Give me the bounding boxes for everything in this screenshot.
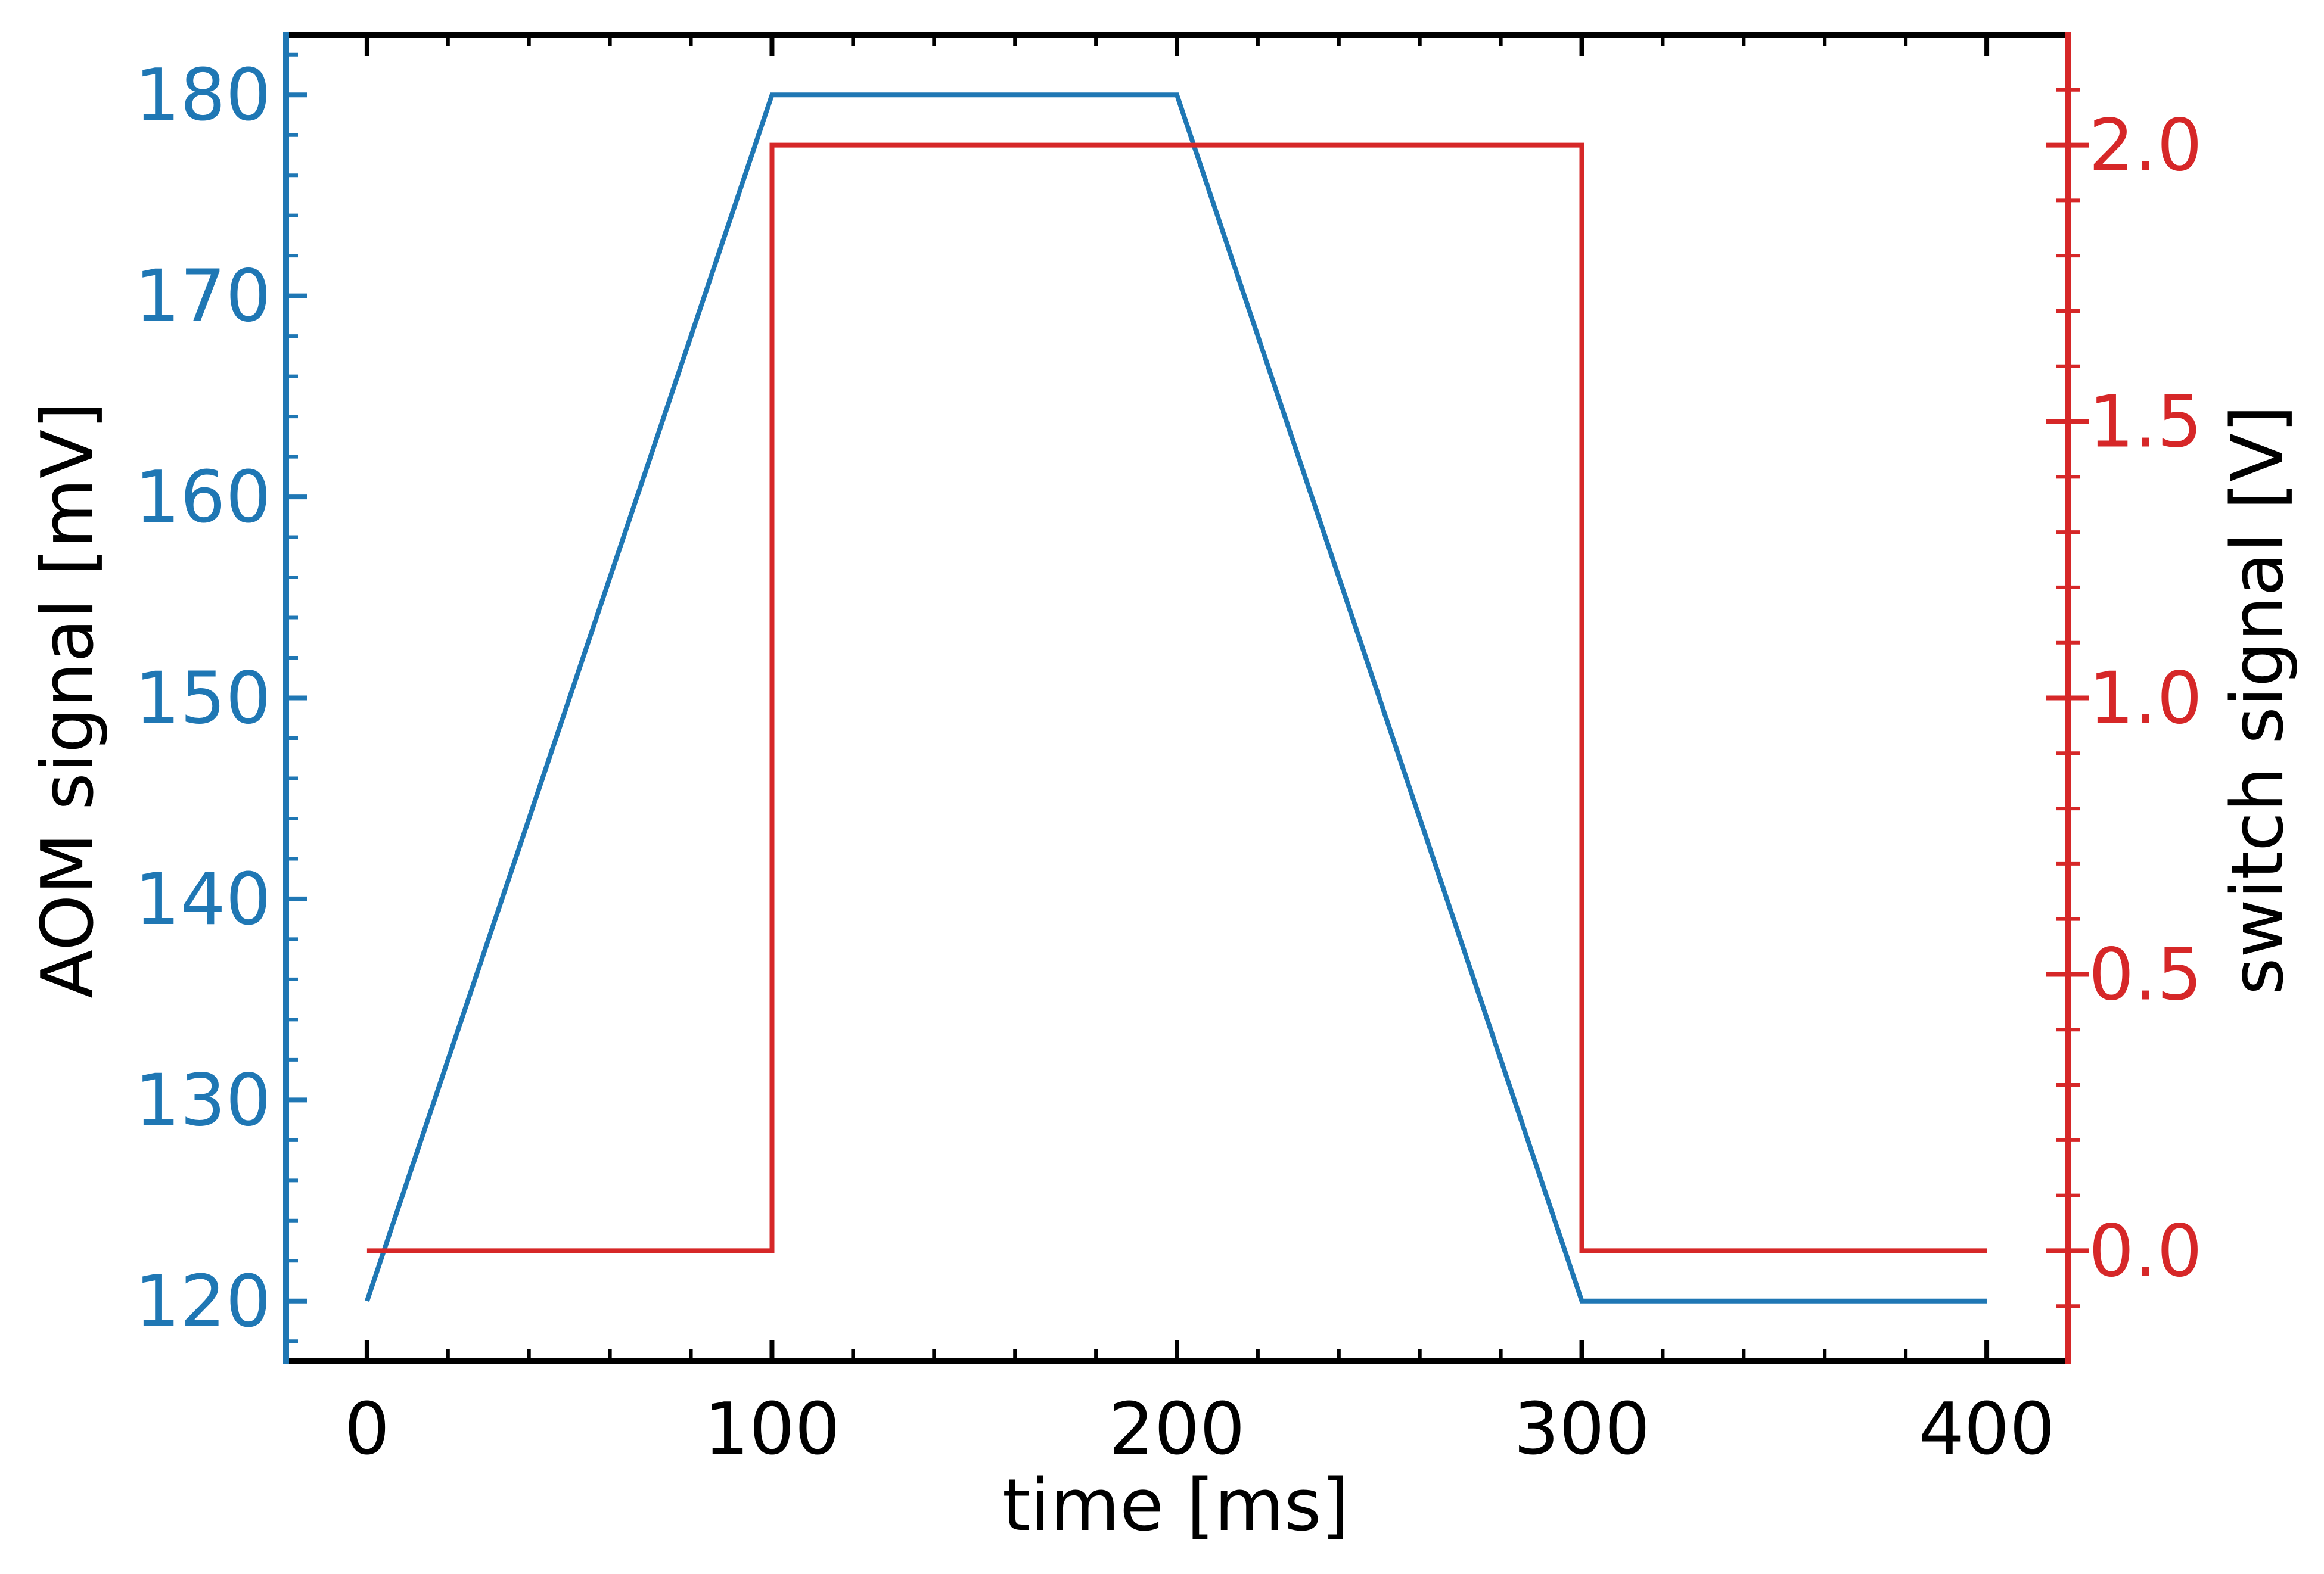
left-y-tick-label: 130	[135, 1059, 271, 1142]
left-y-tick-label: 170	[135, 256, 271, 338]
right-y-axis-title: switch signal [V]	[2217, 405, 2300, 995]
right-y-tick-label: 0.5	[2089, 934, 2202, 1016]
right-y-tick-label: 2.0	[2089, 105, 2202, 188]
axes-frame	[283, 32, 2071, 1364]
left-y-tick-label: 160	[135, 456, 271, 539]
tick-label-layer: 0 100 200 300 400 120 130 140 150 160 170 180 0.0 0.5…	[135, 54, 2202, 1471]
x-tick-label: 400	[1919, 1388, 2055, 1471]
x-axis-title: time [ms]	[1002, 1464, 1349, 1547]
right-y-tick-label: 1.5	[2089, 381, 2202, 464]
left-y-tick-label: 180	[135, 54, 271, 137]
series-line-aom	[365, 92, 1987, 1304]
x-tick-label: 200	[1108, 1388, 1245, 1471]
series-layer	[365, 92, 1987, 1304]
left-y-tick-label: 140	[135, 858, 271, 941]
x-tick-label: 0	[344, 1388, 390, 1471]
left-y-tick-label: 120	[135, 1261, 271, 1343]
right-y-tick-label: 1.0	[2089, 658, 2202, 741]
tick-layer	[286, 35, 2089, 1361]
x-tick-label: 100	[704, 1388, 840, 1471]
right-y-tick-label: 0.0	[2089, 1210, 2202, 1293]
left-y-axis-title: AOM signal [mV]	[27, 402, 110, 998]
left-y-tick-label: 150	[135, 658, 271, 741]
series-line-switch	[366, 142, 1987, 1253]
x-tick-label: 300	[1514, 1388, 1650, 1471]
